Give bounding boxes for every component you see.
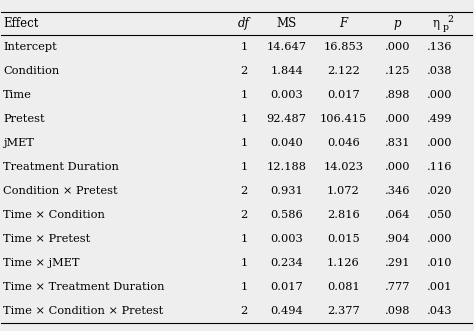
Text: 2: 2 (240, 186, 248, 196)
Text: .125: .125 (385, 66, 410, 76)
Text: .136: .136 (427, 42, 452, 52)
Text: 0.015: 0.015 (327, 234, 360, 244)
Text: .020: .020 (427, 186, 452, 196)
Text: 92.487: 92.487 (266, 114, 307, 124)
Text: 2.816: 2.816 (327, 210, 360, 220)
Text: jMET: jMET (3, 138, 34, 148)
Text: .904: .904 (385, 234, 410, 244)
Text: 1.844: 1.844 (270, 66, 303, 76)
Text: .898: .898 (385, 90, 410, 100)
Text: 1.072: 1.072 (327, 186, 360, 196)
Text: Intercept: Intercept (3, 42, 57, 52)
Text: .291: .291 (385, 258, 410, 268)
Text: 1: 1 (240, 162, 248, 172)
Text: 0.931: 0.931 (270, 186, 303, 196)
Text: 0.017: 0.017 (327, 90, 360, 100)
Text: 2: 2 (447, 15, 453, 24)
Text: 0.586: 0.586 (270, 210, 303, 220)
Text: .777: .777 (385, 282, 410, 292)
Text: MS: MS (276, 17, 297, 30)
Text: .000: .000 (385, 42, 410, 52)
Text: 1: 1 (240, 234, 248, 244)
Text: F: F (339, 17, 347, 30)
Text: 0.081: 0.081 (327, 282, 360, 292)
Text: .010: .010 (427, 258, 452, 268)
Text: 0.040: 0.040 (270, 138, 303, 148)
Text: 1: 1 (240, 138, 248, 148)
Text: .000: .000 (385, 114, 410, 124)
Text: Condition × Pretest: Condition × Pretest (3, 186, 118, 196)
Text: .064: .064 (385, 210, 410, 220)
Text: df: df (238, 17, 250, 30)
Text: p: p (443, 23, 448, 31)
Text: .000: .000 (427, 234, 452, 244)
Text: 0.494: 0.494 (270, 306, 303, 316)
Text: 12.188: 12.188 (266, 162, 307, 172)
Text: 2: 2 (240, 66, 248, 76)
Text: 2: 2 (240, 210, 248, 220)
Text: 14.647: 14.647 (266, 42, 307, 52)
Text: .000: .000 (385, 162, 410, 172)
Text: .116: .116 (427, 162, 452, 172)
Text: Time × Condition: Time × Condition (3, 210, 105, 220)
Text: 16.853: 16.853 (323, 42, 364, 52)
Text: 0.003: 0.003 (270, 90, 303, 100)
Text: 0.017: 0.017 (270, 282, 303, 292)
Text: 2.377: 2.377 (327, 306, 360, 316)
Text: .499: .499 (427, 114, 452, 124)
Text: .346: .346 (385, 186, 410, 196)
Text: Time × jMET: Time × jMET (3, 258, 80, 268)
Text: 2.122: 2.122 (327, 66, 360, 76)
Text: .038: .038 (427, 66, 452, 76)
Text: 1.126: 1.126 (327, 258, 360, 268)
Text: Condition: Condition (3, 66, 59, 76)
Text: 0.234: 0.234 (270, 258, 303, 268)
Text: 106.415: 106.415 (319, 114, 367, 124)
Text: Time × Condition × Pretest: Time × Condition × Pretest (3, 306, 164, 316)
Text: 1: 1 (240, 258, 248, 268)
Text: .098: .098 (385, 306, 410, 316)
Text: η: η (433, 17, 440, 30)
Text: Effect: Effect (3, 17, 38, 30)
Text: .043: .043 (427, 306, 452, 316)
Text: .000: .000 (427, 90, 452, 100)
Text: .000: .000 (427, 138, 452, 148)
Text: .001: .001 (427, 282, 452, 292)
Text: 1: 1 (240, 114, 248, 124)
Text: p: p (394, 17, 401, 30)
Text: Time × Treatment Duration: Time × Treatment Duration (3, 282, 164, 292)
Text: 0.003: 0.003 (270, 234, 303, 244)
Text: 2: 2 (240, 306, 248, 316)
Text: 1: 1 (240, 42, 248, 52)
Text: 0.046: 0.046 (327, 138, 360, 148)
Text: 1: 1 (240, 90, 248, 100)
Text: .831: .831 (385, 138, 410, 148)
Text: .050: .050 (427, 210, 452, 220)
Text: 1: 1 (240, 282, 248, 292)
Text: Treatment Duration: Treatment Duration (3, 162, 119, 172)
Text: Time × Pretest: Time × Pretest (3, 234, 91, 244)
Text: 14.023: 14.023 (323, 162, 364, 172)
Text: Pretest: Pretest (3, 114, 45, 124)
Text: Time: Time (3, 90, 32, 100)
